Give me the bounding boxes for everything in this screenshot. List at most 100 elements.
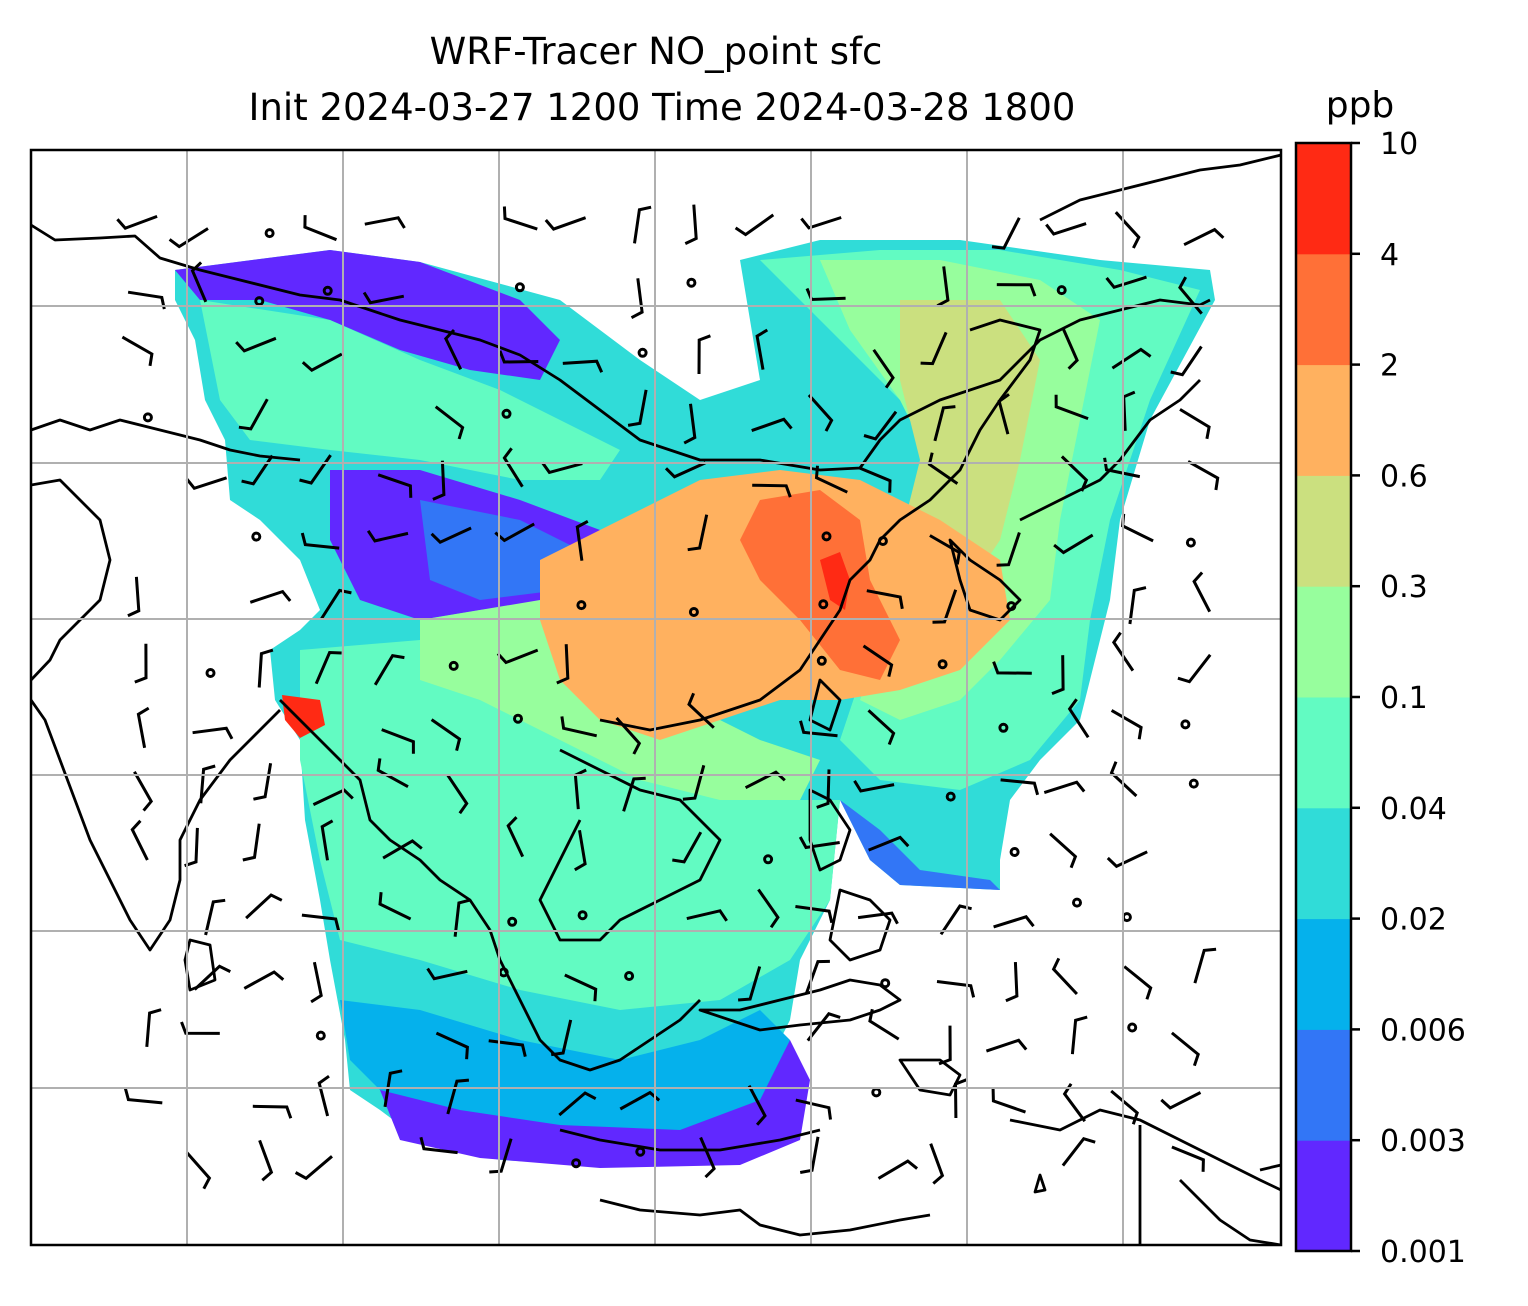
- wind-barb: [868, 1008, 900, 1041]
- wind-barb: [145, 1008, 162, 1048]
- calm-wind-marker: [576, 600, 587, 611]
- wind-barb: [192, 726, 234, 740]
- wind-barbs: [116, 204, 1225, 1190]
- colorbar-segment: [1296, 1140, 1351, 1252]
- wind-barb: [235, 336, 277, 353]
- wind-barb: [1177, 653, 1212, 684]
- wind-barb: [1062, 328, 1079, 370]
- wind-barb: [1045, 222, 1087, 236]
- wind-barb: [1171, 1145, 1205, 1172]
- colorbar-unit: ppb: [1326, 85, 1395, 126]
- wind-barb: [996, 283, 1037, 297]
- wind-barb: [622, 776, 646, 812]
- wind-barb: [502, 206, 538, 231]
- wind-barb: [757, 888, 780, 929]
- wind-barb: [314, 650, 342, 685]
- colorbar-tick-label: 0.006: [1380, 1013, 1466, 1048]
- field-layer-red-orange: [740, 490, 900, 680]
- wind-barb: [498, 350, 539, 364]
- calm-wind-marker: [637, 347, 648, 358]
- wind-barb: [1051, 655, 1065, 695]
- wind-barb: [435, 1031, 469, 1060]
- wind-barb: [853, 780, 895, 793]
- wind-barb: [301, 352, 343, 373]
- wind-barb: [1061, 1136, 1096, 1167]
- wind-barb: [929, 1143, 945, 1185]
- wind-barb: [927, 452, 959, 485]
- wind-barb: [180, 1021, 220, 1035]
- wind-barb: [1060, 455, 1089, 492]
- calm-wind-marker: [254, 296, 265, 307]
- wind-barb: [1179, 408, 1211, 440]
- wind-barb: [1183, 227, 1225, 247]
- chart-subtitle: Init 2024-03-27 1200 Time 2024-03-28 180…: [249, 86, 1076, 129]
- wind-barb: [936, 980, 976, 998]
- wind-barb: [684, 204, 698, 245]
- field-layer-low-north: [175, 250, 560, 380]
- calm-wind-marker: [937, 659, 948, 670]
- wind-barb: [1170, 1031, 1200, 1067]
- wind-barb: [241, 454, 274, 486]
- wind-barb: [575, 519, 589, 561]
- calm-wind-marker: [945, 791, 956, 802]
- wind-barb: [814, 465, 848, 494]
- wind-barb: [1111, 347, 1152, 370]
- wind-barb: [574, 829, 587, 872]
- wind-barb: [932, 589, 958, 624]
- calm-wind-marker: [624, 971, 635, 981]
- calm-wind-marker: [322, 285, 333, 296]
- wind-barb: [619, 1090, 661, 1111]
- wind-barb: [382, 839, 423, 860]
- calm-wind-marker: [1072, 897, 1082, 908]
- wind-barb: [734, 213, 775, 237]
- wind-barb: [443, 328, 463, 370]
- wind-barb: [258, 1139, 274, 1182]
- calm-wind-marker: [821, 531, 832, 542]
- calm-wind-marker: [635, 1146, 646, 1157]
- wind-barb: [798, 836, 840, 850]
- colorbar-segment: [1296, 253, 1351, 366]
- calm-wind-marker: [498, 967, 509, 978]
- map-gridlines: [31, 150, 1281, 1245]
- calm-wind-marker: [1188, 778, 1199, 789]
- colorbar-segment: [1296, 586, 1351, 698]
- colorbar-tick-label: 0.1: [1380, 681, 1428, 716]
- wind-barb: [1187, 460, 1220, 491]
- calm-wind-marker: [877, 536, 888, 546]
- colorbar-tick-label: 0.04: [1380, 792, 1447, 827]
- wind-barb: [310, 961, 323, 1004]
- wind-barb: [300, 532, 340, 550]
- wind-barb: [426, 967, 468, 981]
- wind-barb: [562, 359, 604, 373]
- wind-barb: [953, 1078, 968, 1119]
- wind-barb: [664, 461, 707, 479]
- wind-barb: [1110, 1089, 1139, 1125]
- wind-barb: [1043, 780, 1086, 795]
- wind-barb: [752, 483, 792, 498]
- field-layer-red: [820, 552, 850, 610]
- calm-wind-marker: [513, 713, 523, 724]
- wind-barb: [136, 706, 150, 749]
- calm-wind-marker: [688, 607, 699, 617]
- colorbar-segment: [1296, 143, 1351, 255]
- wind-barb: [992, 661, 1032, 675]
- calm-wind-marker: [514, 282, 525, 293]
- field-layer-green-south: [300, 640, 840, 1010]
- wind-barb: [755, 328, 769, 370]
- wind-barb: [938, 1025, 952, 1066]
- wind-barb: [1160, 1091, 1202, 1110]
- wind-barb: [190, 261, 208, 303]
- calm-wind-marker: [1185, 537, 1196, 548]
- wind-barb: [1049, 832, 1078, 869]
- wind-barb: [862, 644, 894, 677]
- field-layer-orange: [540, 470, 1010, 740]
- wind-barb: [933, 405, 956, 442]
- wind-barb: [795, 905, 834, 924]
- wind-barb: [556, 644, 570, 685]
- wind-barb: [123, 1087, 163, 1105]
- wind-barb: [799, 720, 838, 738]
- calm-wind-marker: [501, 408, 512, 419]
- wind-barb: [299, 454, 332, 485]
- wind-barb: [381, 728, 415, 754]
- tracer-field: [175, 240, 1215, 1168]
